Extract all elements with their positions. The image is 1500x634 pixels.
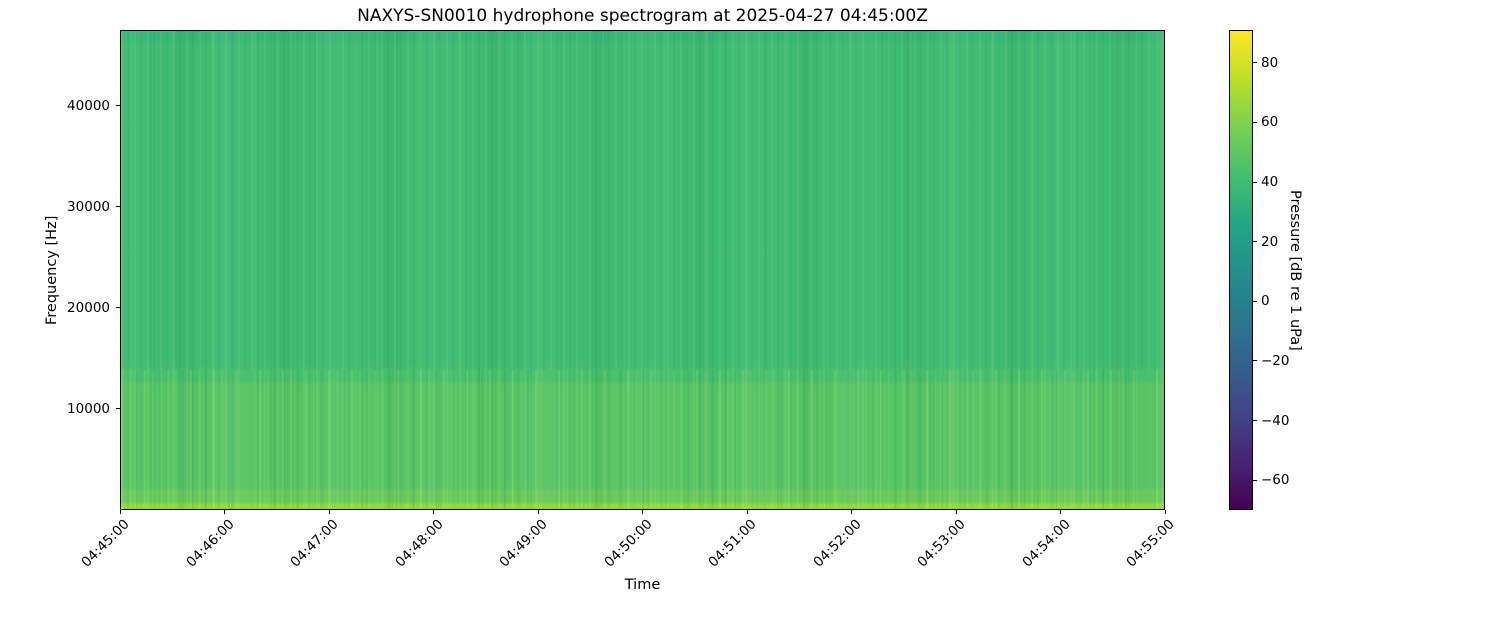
x-tick-label: 04:55:00 [1123, 516, 1178, 571]
y-tick-label: 10000 [67, 400, 110, 417]
colorbar-tick-mark [1253, 121, 1257, 123]
x-tick-mark [642, 510, 643, 514]
x-tick-label: 04:47:00 [287, 516, 342, 571]
spectrogram-striations-overlay [121, 31, 1164, 509]
x-tick-mark [1164, 510, 1166, 514]
x-tick-label: 04:53:00 [914, 516, 969, 571]
colorbar-tick-mark [1253, 181, 1257, 183]
x-tick-label: 04:49:00 [496, 516, 551, 571]
colorbar-tick-label: −60 [1261, 472, 1290, 489]
x-tick-mark [224, 510, 225, 514]
figure: { "figure": { "background": "#ffffff", "… [44, 6, 1303, 593]
x-tick-label: 04:52:00 [809, 516, 865, 571]
colorbar-tick-mark [1253, 360, 1257, 362]
y-tick-mark [116, 206, 120, 208]
spectrogram-plot [120, 30, 1165, 510]
y-tick-mark [116, 408, 120, 410]
x-tick-label: 04:48:00 [391, 516, 447, 571]
colorbar-gradient [1230, 31, 1252, 509]
colorbar-tick-label: 20 [1261, 233, 1279, 250]
spectrogram-lowband-striations-overlay [121, 370, 1164, 509]
colorbar-tick-label: 60 [1261, 114, 1279, 131]
x-tick-mark [119, 510, 121, 514]
y-tick-mark [116, 105, 120, 107]
x-tick-mark [328, 510, 330, 514]
colorbar-tick-mark [1253, 241, 1257, 243]
x-tick-mark [851, 510, 852, 514]
y-tick-label: 20000 [67, 299, 110, 316]
x-tick-label: 04:51:00 [705, 516, 760, 571]
x-tick-mark [1060, 510, 1061, 514]
colorbar-tick-label: 80 [1261, 54, 1279, 71]
colorbar [1229, 30, 1253, 510]
x-tick-label: 04:45:00 [78, 516, 133, 571]
x-tick-mark [537, 510, 539, 514]
colorbar-tick-mark [1253, 420, 1257, 422]
chart-title: NAXYS-SN0010 hydrophone spectrogram at 2… [357, 6, 928, 26]
spectrogram-image [121, 31, 1164, 509]
colorbar-label: Pressure [dB re 1 uPa] [1287, 189, 1303, 351]
colorbar-tick-label: 40 [1261, 174, 1279, 191]
colorbar-tick-label: −40 [1261, 412, 1290, 429]
colorbar-tick-label: −20 [1261, 352, 1290, 369]
colorbar-tick-mark [1253, 479, 1257, 481]
x-axis-label: Time [624, 577, 661, 593]
colorbar-tick-mark [1253, 62, 1257, 64]
y-tick-label: 30000 [67, 198, 110, 215]
y-tick-label: 40000 [67, 97, 110, 114]
y-tick-mark [116, 307, 120, 309]
x-tick-label: 04:50:00 [600, 516, 656, 571]
x-tick-mark [746, 510, 748, 514]
x-tick-mark [955, 510, 957, 514]
colorbar-tick-mark [1253, 300, 1257, 302]
colorbar-tick-label: 0 [1261, 293, 1270, 310]
x-tick-label: 04:46:00 [182, 516, 238, 571]
x-tick-mark [433, 510, 434, 514]
x-tick-label: 04:54:00 [1018, 516, 1074, 571]
